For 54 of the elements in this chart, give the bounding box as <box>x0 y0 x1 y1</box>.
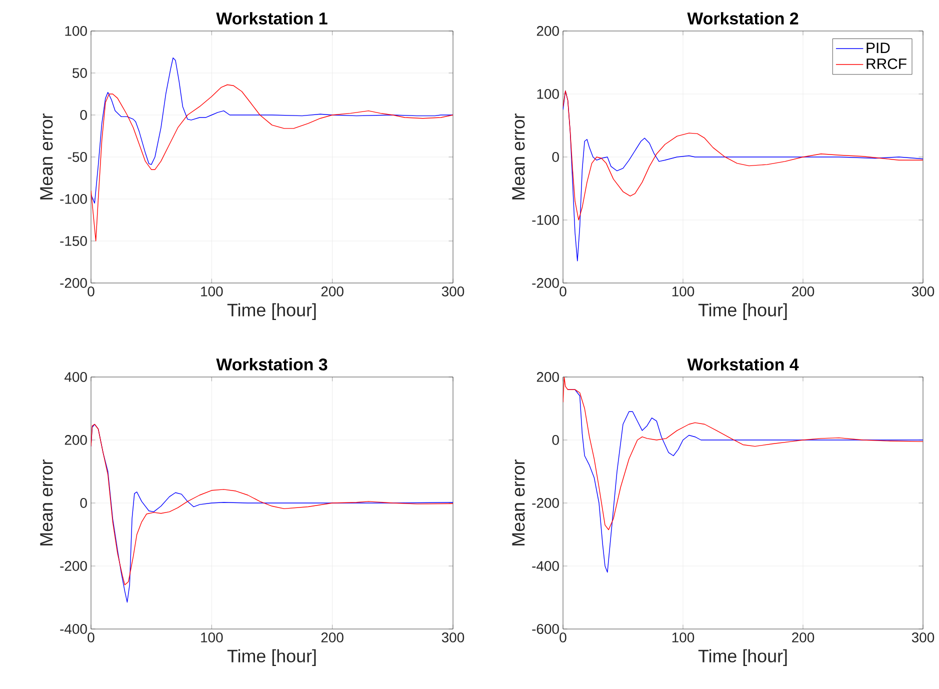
y-tick-label: -400 <box>532 561 559 571</box>
x-tick-label: 300 <box>912 632 934 642</box>
y-tick-label: -200 <box>532 278 559 288</box>
x-tick-label: 200 <box>792 632 814 642</box>
x-tick-label: 0 <box>560 632 566 642</box>
x-tick-label: 200 <box>321 286 344 296</box>
y-tick-label: -50 <box>68 152 87 162</box>
legend-label: RRCF <box>866 58 906 70</box>
y-axis-title: Mean error <box>512 459 525 546</box>
x-tick-label: 200 <box>321 632 344 642</box>
chart-title: Workstation 1 <box>216 12 328 25</box>
x-axis-title: Time [hour] <box>227 649 316 666</box>
x-tick-label: 300 <box>442 632 464 642</box>
chart-title: Workstation 3 <box>216 358 328 370</box>
y-tick-label: 200 <box>536 26 559 36</box>
y-tick-label: 0 <box>80 498 87 508</box>
y-tick-label: 200 <box>64 435 87 445</box>
x-tick-label: 0 <box>88 286 94 296</box>
x-tick-label: 100 <box>672 286 694 296</box>
x-tick-label: 100 <box>201 632 223 642</box>
y-tick-label: 100 <box>537 89 559 99</box>
y-tick-label: 100 <box>65 26 87 36</box>
chart-title: Workstation 4 <box>687 358 799 371</box>
y-axis-title: Mean error <box>512 113 525 200</box>
x-tick-label: 200 <box>792 286 814 296</box>
legend-label: PID <box>866 42 890 54</box>
x-axis-title: Time [hour] <box>698 649 787 666</box>
y-tick-label: -150 <box>60 236 87 246</box>
x-tick-label: 300 <box>912 286 934 296</box>
y-tick-label: 0 <box>80 110 87 120</box>
y-tick-label: -600 <box>532 624 559 634</box>
y-tick-label: 0 <box>552 152 559 162</box>
x-tick-label: 0 <box>560 286 566 296</box>
chart-title: Workstation 2 <box>687 12 798 25</box>
line-series <box>563 90 924 220</box>
y-tick-label: -100 <box>532 215 559 225</box>
y-tick-label: 200 <box>536 372 559 382</box>
y-axis-title: Mean error <box>40 113 53 200</box>
x-tick-label: 300 <box>442 286 464 296</box>
y-tick-label: -100 <box>60 194 87 204</box>
x-tick-label: 0 <box>88 632 94 642</box>
y-tick-label: -200 <box>532 498 559 508</box>
y-tick-label: 50 <box>72 68 87 78</box>
y-tick-label: -200 <box>60 278 87 288</box>
y-axis-title: Mean error <box>40 459 53 546</box>
line-series <box>563 377 924 530</box>
x-tick-label: 100 <box>201 286 223 296</box>
x-axis-title: Time [hour] <box>227 303 316 320</box>
y-tick-label: -400 <box>60 624 87 634</box>
x-axis-title: Time [hour] <box>698 303 787 320</box>
y-tick-label: 400 <box>64 372 87 382</box>
x-tick-label: 100 <box>672 632 694 642</box>
y-tick-label: 0 <box>552 435 559 445</box>
y-tick-label: -200 <box>60 561 87 571</box>
